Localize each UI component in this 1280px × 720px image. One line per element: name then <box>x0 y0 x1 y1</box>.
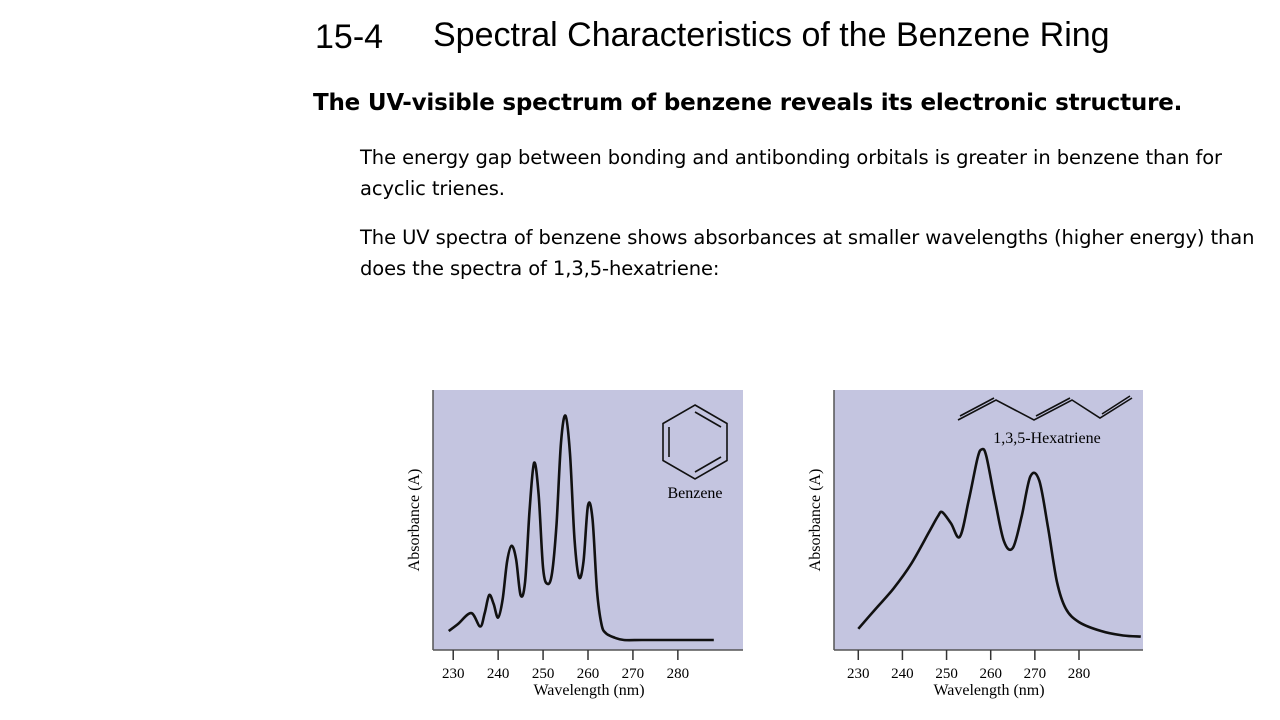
x-tick-label-260: 260 <box>577 666 600 682</box>
benzene-structure-icon <box>662 404 728 480</box>
x-axis-label: Wavelength (nm) <box>533 682 644 699</box>
y-axis-label: Absorbance (A) <box>406 469 423 572</box>
x-tick-label-250: 250 <box>532 666 555 682</box>
series-line-hexatriene <box>857 447 1141 638</box>
x-tick-label-270: 270 <box>622 666 645 682</box>
x-tick-label-230: 230 <box>442 666 465 682</box>
slide-title: Spectral Characteristics of the Benzene … <box>433 16 1110 54</box>
plot-area <box>433 390 743 650</box>
benzene-uv-chart: 230 240 250 260 270 280 Benzene Wavelength (n… <box>406 390 743 699</box>
hexatriene-structure-icon <box>957 397 1133 421</box>
x-tick-label-230: 230 <box>847 666 870 682</box>
x-tick-label-240: 240 <box>891 666 914 682</box>
x-tick-label-270: 270 <box>1024 666 1047 682</box>
paragraph-energy-gap: The energy gap between bonding and antib… <box>360 146 1222 200</box>
x-tick-label-280: 280 <box>667 666 690 682</box>
x-tick-label-280: 280 <box>1068 666 1091 682</box>
hexatriene-uv-chart: 230 240 250 260 270 280 1,3,5-Hexatriene Wave… <box>807 390 1143 699</box>
x-tick-label-260: 260 <box>979 666 1002 682</box>
hexatriene-double-bonds <box>959 397 995 417</box>
paragraph-uv-spectra: The UV spectra of benzene shows absorban… <box>360 226 1255 280</box>
slide-number: 15-4 <box>315 18 384 56</box>
section-heading: The UV-visible spectrum of benzene revea… <box>313 90 1183 116</box>
x-tick-label-250: 250 <box>935 666 958 682</box>
annotation-hexatriene: 1,3,5-Hexatriene <box>993 430 1101 447</box>
hexatriene-double-bond-3 <box>1101 395 1131 415</box>
plot-area <box>834 390 1143 650</box>
series-line-benzene <box>447 414 714 642</box>
annotation-benzene: Benzene <box>667 485 722 502</box>
hexatriene-double-bond-2 <box>1035 397 1071 417</box>
x-axis-label: Wavelength (nm) <box>933 682 1044 699</box>
x-tick-label-240: 240 <box>487 666 510 682</box>
y-axis-label: Absorbance (A) <box>807 469 824 572</box>
